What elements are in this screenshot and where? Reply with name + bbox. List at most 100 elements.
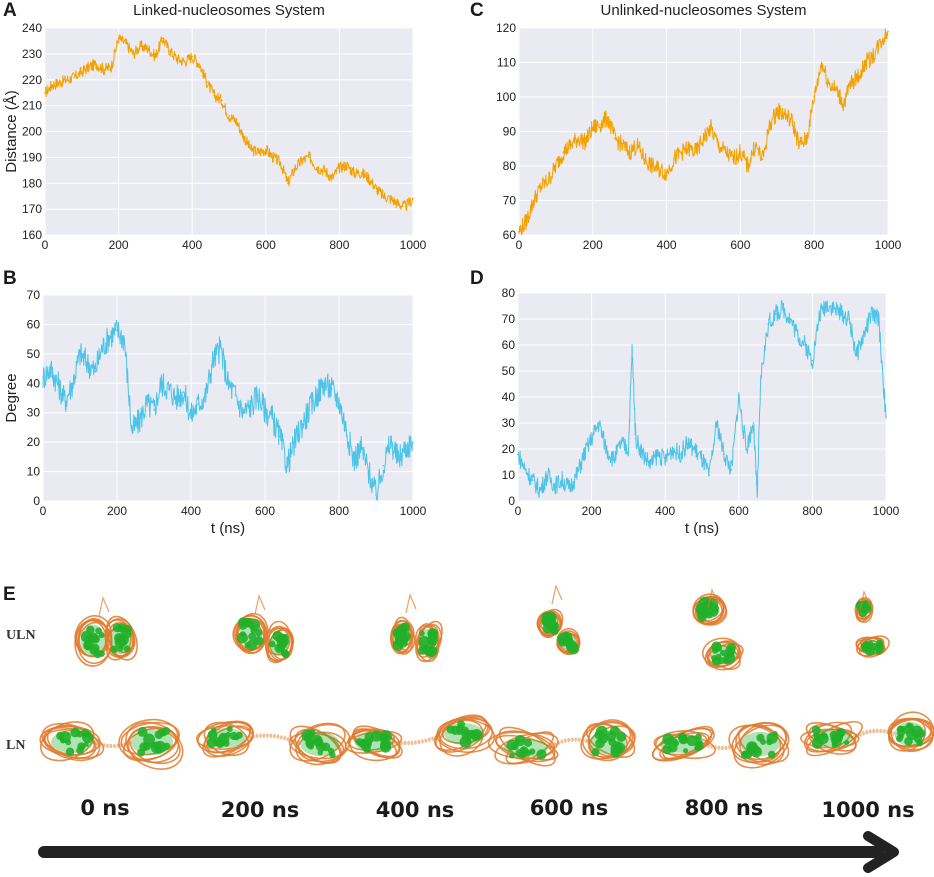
y-tick-label: 230: [22, 47, 42, 61]
data-point: [375, 494, 377, 496]
data-point: [745, 448, 747, 450]
ln-nucleosome: [887, 711, 934, 753]
data-point: [590, 437, 593, 440]
data-point: [213, 94, 216, 97]
data-point: [271, 417, 274, 420]
data-point: [139, 45, 142, 47]
data-point: [404, 205, 407, 208]
data-point: [323, 382, 326, 385]
data-point: [360, 172, 363, 174]
data-point: [286, 464, 289, 467]
uln-tail: [98, 596, 110, 617]
data-point: [791, 120, 793, 122]
y-tick-label: 30: [27, 406, 41, 420]
data-point: [264, 408, 266, 411]
data-point: [250, 148, 252, 151]
data-point: [717, 144, 720, 147]
data-point: [752, 422, 755, 424]
y-axis-label: Distance (Å): [3, 90, 20, 173]
data-point: [249, 406, 251, 408]
data-point: [123, 338, 126, 340]
data-point: [887, 30, 889, 33]
data-point: [782, 307, 784, 310]
x-tick-label: 800: [804, 238, 824, 252]
x-tick-label: 200: [582, 504, 602, 518]
x-tick-label: 400: [657, 238, 677, 252]
y-tick-label: 110: [497, 56, 516, 70]
data-point: [397, 459, 400, 461]
data-point: [730, 469, 733, 471]
data-point: [804, 344, 806, 346]
row-label-ln: LN: [6, 738, 26, 753]
uln-nucleosome: [104, 615, 138, 661]
data-point: [634, 437, 637, 440]
uln-nucleosome: [536, 608, 564, 639]
data-point: [687, 147, 690, 150]
data-point: [798, 144, 801, 147]
y-tick-label: 50: [502, 364, 516, 378]
row-label-uln: ULN: [6, 628, 36, 643]
y-tick-label: 240: [22, 21, 42, 35]
ln-nucleosome: [651, 725, 716, 762]
data-point: [368, 177, 370, 179]
series-line: [42, 319, 414, 501]
data-point: [828, 82, 830, 84]
data-point: [628, 151, 631, 153]
y-tick-label: 30: [502, 416, 516, 430]
data-point: [877, 318, 880, 320]
data-point: [524, 469, 527, 471]
data-point: [161, 37, 164, 40]
y-tick-label: 60: [27, 317, 41, 331]
data-point: [42, 376, 44, 379]
data-point: [664, 458, 666, 461]
data-point: [412, 197, 414, 200]
y-tick-label: 10: [27, 465, 41, 479]
data-point: [95, 63, 98, 66]
x-tick-label: 600: [256, 238, 276, 252]
data-point: [182, 391, 185, 393]
x-tick-label: 200: [583, 238, 603, 252]
data-point: [561, 479, 563, 481]
data-point: [577, 137, 579, 140]
y-tick-label: 90: [503, 125, 517, 139]
time-arrow-head: [863, 831, 899, 873]
data-point: [671, 448, 674, 450]
x-tick-label: 400: [655, 504, 675, 518]
data-point: [693, 448, 696, 450]
data-point: [279, 435, 281, 438]
data-point: [569, 144, 572, 147]
y-tick-label: 220: [22, 73, 42, 87]
data-point: [606, 116, 609, 119]
time-label-400: 400 ns: [375, 798, 455, 822]
chart-a: 0 200 400 600 800 1000 160 170 180 190 200 210 220 23…: [3, 2, 427, 252]
ln-nucleosome: [800, 720, 863, 757]
data-point: [51, 84, 54, 86]
uln-tail: [707, 588, 719, 609]
structure-snapshots: [39, 585, 934, 770]
data-point: [872, 54, 875, 57]
data-point: [73, 76, 76, 78]
data-point: [879, 41, 882, 43]
y-tick-label: 10: [502, 468, 516, 482]
data-point: [212, 358, 214, 361]
data-point: [642, 453, 644, 455]
y-tick-label: 210: [22, 99, 42, 113]
data-point: [301, 159, 304, 161]
data-point: [116, 329, 118, 332]
x-tick-label: 200: [107, 504, 127, 518]
time-label-600: 600 ns: [529, 796, 609, 820]
x-tick-label: 0: [40, 504, 47, 518]
y-tick-label: 160: [22, 228, 42, 242]
x-tick-label: 0: [516, 238, 523, 252]
y-tick-label: 170: [22, 202, 42, 216]
y-tick-label: 60: [502, 338, 516, 352]
data-point: [540, 185, 542, 188]
data-point: [695, 151, 697, 153]
data-point: [323, 169, 326, 172]
data-point: [66, 78, 68, 81]
data-point: [774, 313, 777, 315]
x-tick-label: 800: [329, 504, 349, 518]
data-point: [605, 448, 608, 450]
data-point: [826, 302, 828, 305]
time-label-200: 200 ns: [220, 798, 300, 822]
